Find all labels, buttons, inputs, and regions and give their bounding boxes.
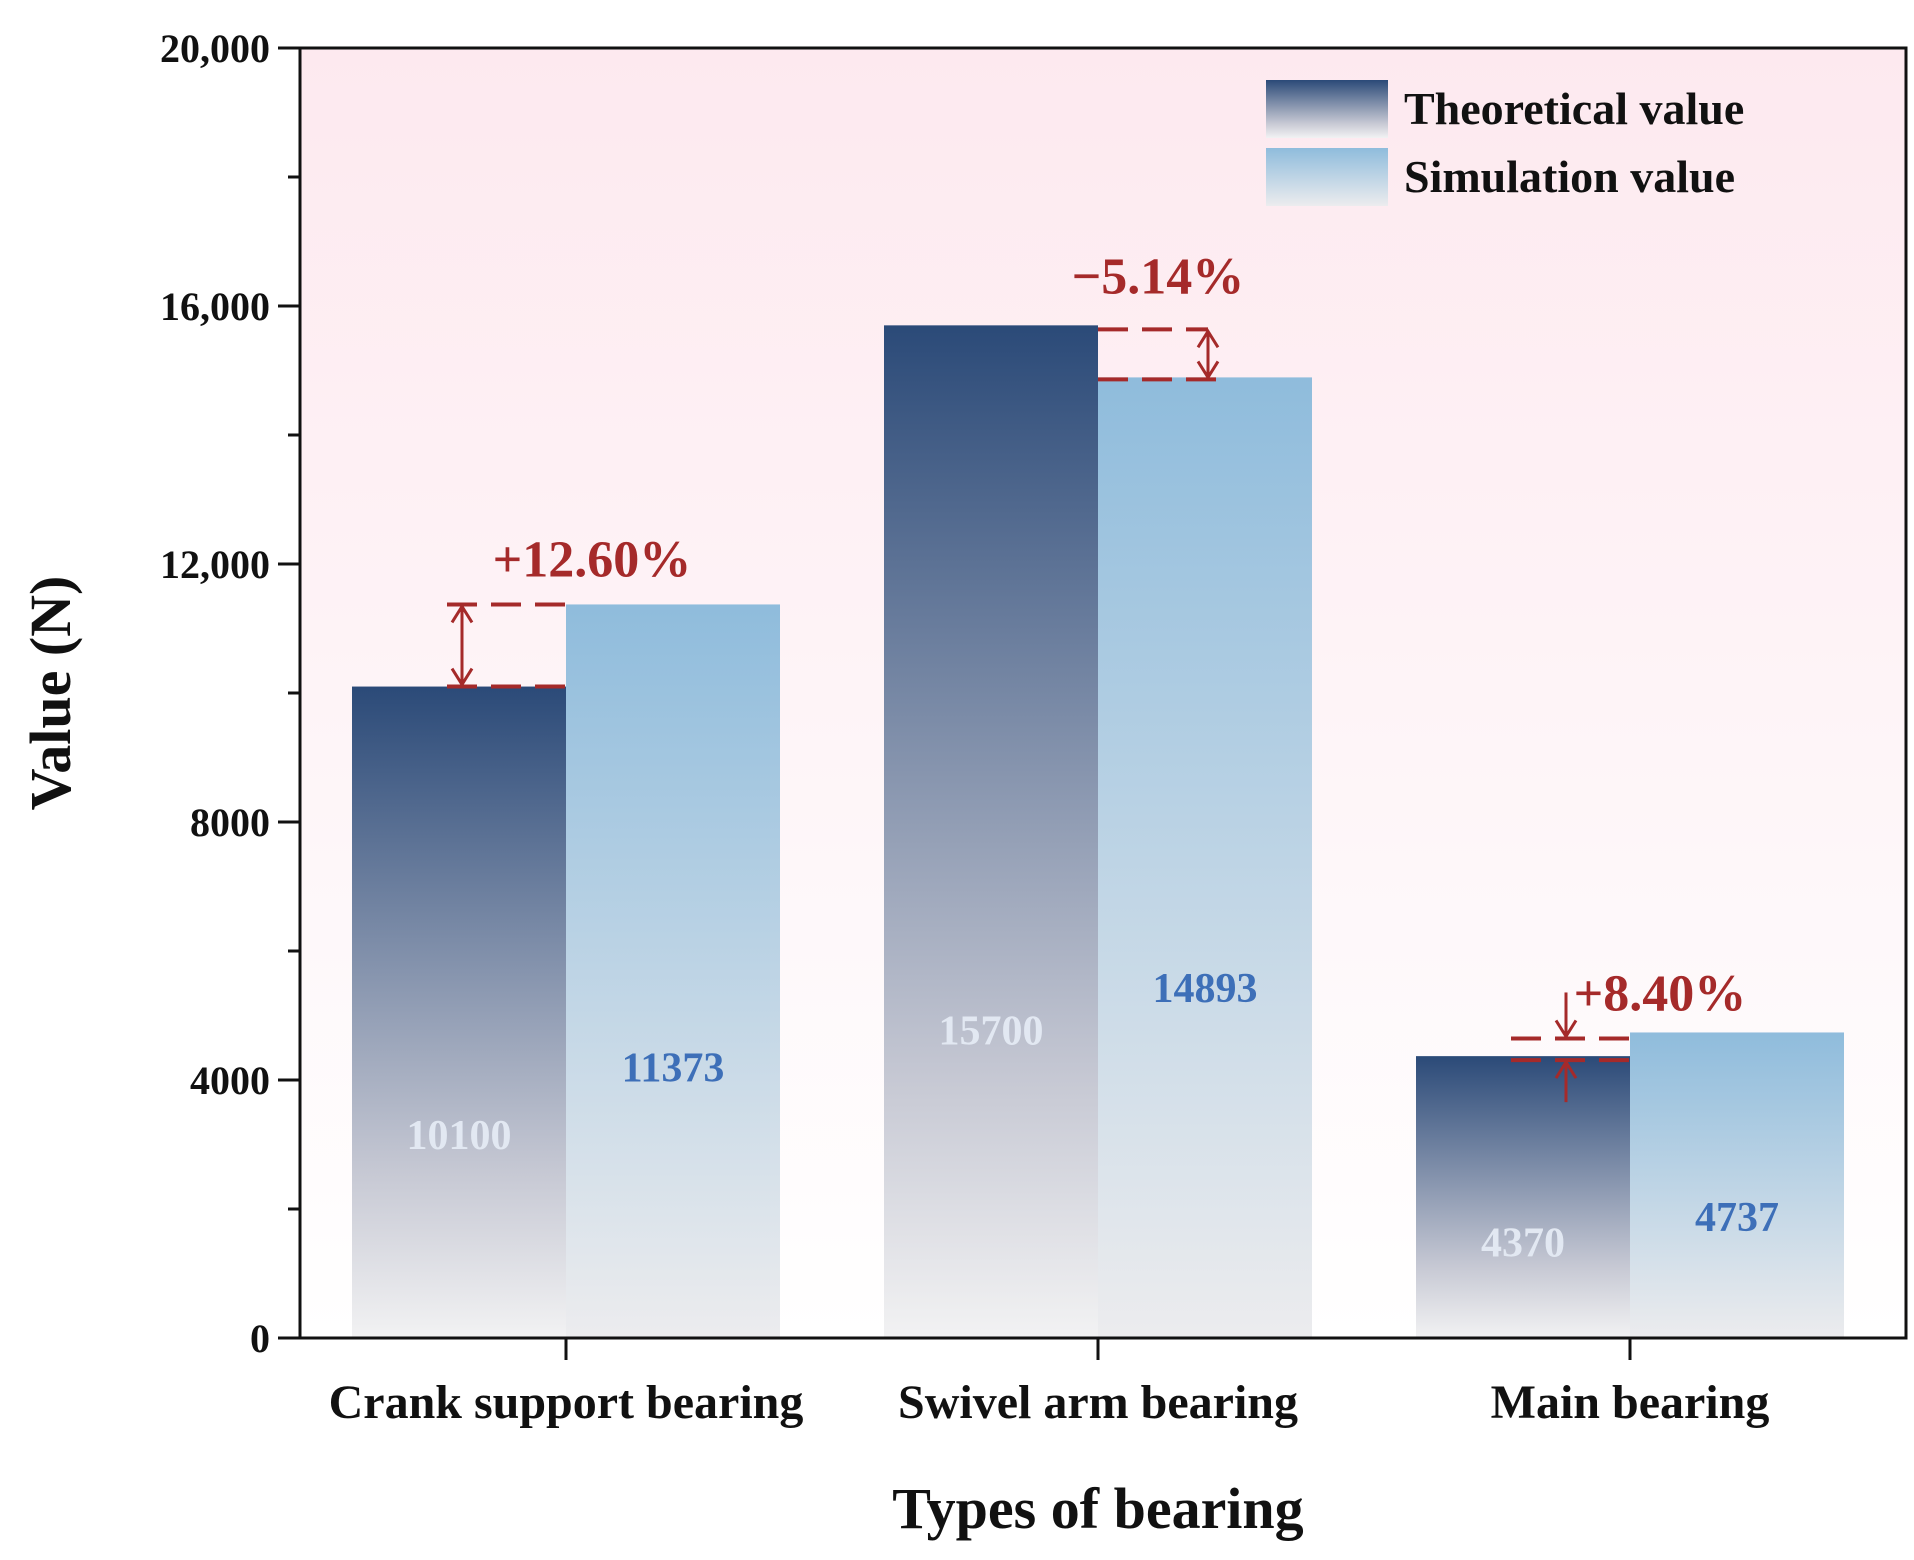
difference-annotations: +12.60% −5.14% +8.40% <box>447 248 1747 1103</box>
y-tick-label: 20,000 <box>160 26 270 71</box>
legend: Theoretical value Simulation value <box>1266 80 1744 206</box>
legend-swatch-simulation <box>1266 148 1388 206</box>
data-label-simulation: 11373 <box>622 1045 725 1091</box>
legend-label-simulation: Simulation value <box>1404 151 1735 202</box>
diff-label-crank-support: +12.60% <box>493 531 692 588</box>
y-tick-label: 4000 <box>190 1058 270 1103</box>
y-tick-label: 16,000 <box>160 284 270 329</box>
diff-label-main: +8.40% <box>1574 965 1747 1022</box>
data-label-theoretical: 15700 <box>939 1008 1044 1054</box>
bar-theoretical <box>352 686 566 1338</box>
bar-simulation <box>1098 377 1312 1338</box>
diff-arrowhead-down <box>1554 1019 1578 1040</box>
diff-arrowhead-up <box>450 603 474 624</box>
y-axis-title: Value (N) <box>18 576 83 811</box>
data-label-theoretical: 10100 <box>407 1113 512 1159</box>
bar-theoretical <box>884 325 1098 1339</box>
diff-arrowhead-up <box>1196 328 1220 349</box>
y-axis: 0 4000 8000 12,000 16,000 20,000 <box>160 26 300 1361</box>
diff-arrowhead-down <box>450 667 474 688</box>
data-label-simulation: 14893 <box>1153 966 1258 1012</box>
y-tick-label: 8000 <box>190 800 270 845</box>
data-label-simulation: 4737 <box>1695 1195 1779 1241</box>
diff-arrowhead-up <box>1554 1059 1578 1079</box>
y-tick-label: 12,000 <box>160 542 270 587</box>
x-category-label: Main bearing <box>1491 1376 1770 1429</box>
legend-swatch-theoretical <box>1266 80 1388 138</box>
legend-label-theoretical: Theoretical value <box>1404 83 1744 134</box>
data-label-theoretical: 4370 <box>1481 1220 1565 1266</box>
bar-theoretical <box>1416 1056 1630 1338</box>
bars: 10100 11373 15700 14893 4370 4737 <box>352 325 1844 1339</box>
x-axis-title: Types of bearing <box>892 1476 1303 1541</box>
diff-arrowhead-down <box>1196 360 1220 381</box>
y-tick-label: 0 <box>250 1316 270 1361</box>
bar-simulation <box>566 604 780 1338</box>
diff-label-swivel-arm: −5.14% <box>1072 248 1245 305</box>
bar-simulation <box>1630 1032 1844 1338</box>
x-category-label: Swivel arm bearing <box>898 1376 1298 1429</box>
x-axis: Crank support bearing Swivel arm bearing M… <box>329 1338 1770 1429</box>
x-category-label: Crank support bearing <box>329 1376 804 1429</box>
